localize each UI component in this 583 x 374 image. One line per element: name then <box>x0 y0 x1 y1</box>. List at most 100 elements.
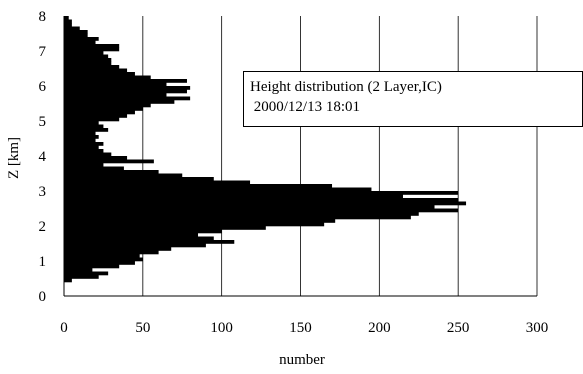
bar <box>64 229 222 234</box>
bar <box>64 121 99 125</box>
bar <box>64 103 151 108</box>
x-tick-label: 200 <box>368 320 391 336</box>
bar <box>64 131 96 136</box>
bar <box>64 173 183 178</box>
bar <box>64 96 191 101</box>
y-tick-label: 5 <box>39 114 47 130</box>
annotation-title: Height distribution (2 Layer,IC) <box>250 79 442 95</box>
bar <box>64 145 99 150</box>
bar <box>64 219 336 223</box>
bar <box>64 247 172 251</box>
bar <box>64 19 72 24</box>
bar <box>64 240 235 244</box>
x-tick-label: 100 <box>210 320 233 336</box>
y-tick-label: 8 <box>39 9 47 25</box>
bar <box>64 177 214 181</box>
x-axis-label: number <box>279 352 325 368</box>
chart-annotation: Height distribution (2 Layer,IC) 2000/12… <box>243 71 583 127</box>
bar <box>64 261 135 265</box>
bar <box>64 72 135 76</box>
y-tick-labels: 0 1 2 3 4 5 6 7 8 <box>39 9 47 305</box>
bar <box>64 198 459 202</box>
bar <box>64 163 104 167</box>
bar <box>64 86 191 90</box>
x-tick-label: 50 <box>135 320 150 336</box>
bar <box>64 89 187 94</box>
bar <box>64 170 159 174</box>
bar <box>64 184 333 188</box>
bar <box>64 100 175 104</box>
bar <box>64 201 467 206</box>
bar <box>64 135 99 139</box>
x-tick-label: 0 <box>60 320 68 336</box>
bar <box>64 16 69 20</box>
bar <box>64 271 109 276</box>
y-tick-label: 6 <box>39 79 47 95</box>
y-tick-label: 0 <box>39 289 47 305</box>
bar <box>64 159 154 164</box>
bar <box>64 61 112 66</box>
x-tick-label: 300 <box>526 320 549 336</box>
axes <box>63 16 537 297</box>
bar <box>64 47 120 52</box>
bar <box>64 82 167 87</box>
bar <box>64 236 214 241</box>
grid-lines <box>142 16 538 296</box>
bar <box>64 51 104 55</box>
bar <box>64 208 459 213</box>
y-tick-label: 4 <box>39 149 47 165</box>
bar <box>64 117 120 122</box>
bar <box>64 44 120 48</box>
bar <box>64 142 104 146</box>
bar <box>64 180 251 185</box>
bar <box>64 222 325 227</box>
bar <box>64 93 167 97</box>
bar <box>64 166 124 171</box>
x-tick-label: 150 <box>289 320 312 336</box>
bar <box>64 268 93 272</box>
bar <box>64 124 104 129</box>
bar <box>64 114 128 118</box>
bar <box>64 215 411 220</box>
bar <box>64 40 96 45</box>
bar <box>64 243 206 248</box>
bar <box>64 138 96 143</box>
x-tick-label: 250 <box>447 320 470 336</box>
bar <box>64 23 72 27</box>
bar <box>64 68 128 73</box>
annotation-timestamp: 2000/12/13 18:01 <box>250 99 361 115</box>
bar-series <box>64 16 467 283</box>
bar <box>64 278 72 283</box>
bar <box>64 149 104 153</box>
bar <box>64 65 120 69</box>
bar <box>64 54 109 59</box>
bar <box>64 128 109 132</box>
y-tick-label: 7 <box>39 44 47 60</box>
bar <box>64 275 99 279</box>
bar <box>64 37 99 41</box>
bar <box>64 254 140 258</box>
bar <box>64 212 419 216</box>
bar <box>64 110 135 115</box>
bar <box>64 33 88 38</box>
y-tick-label: 1 <box>39 254 47 270</box>
y-axis-label: Z [km] <box>6 137 22 179</box>
bar <box>64 187 372 192</box>
bar <box>64 58 112 62</box>
x-tick-labels: 0 50 100 150 200 250 300 <box>60 320 548 336</box>
y-tick-label: 2 <box>39 219 47 235</box>
bar <box>64 205 435 209</box>
bar <box>64 226 266 230</box>
bar <box>64 264 120 269</box>
bar <box>64 75 151 80</box>
bar <box>64 107 143 111</box>
bar <box>64 194 403 199</box>
bar <box>64 30 88 34</box>
bar <box>64 156 128 160</box>
bar <box>64 26 80 31</box>
bar <box>64 257 143 262</box>
y-tick-label: 3 <box>39 184 47 200</box>
bar <box>64 152 112 157</box>
